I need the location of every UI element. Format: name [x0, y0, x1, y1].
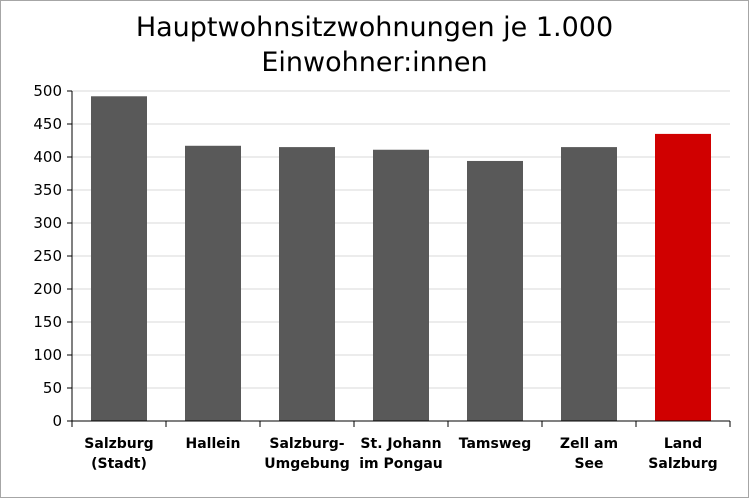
- bar-3: [373, 149, 429, 422]
- bar-5: [561, 147, 617, 421]
- chart-title-line-2: Einwohner:innen: [261, 47, 488, 78]
- y-tick-label-250: 250: [33, 247, 62, 265]
- y-tick-label-400: 400: [33, 148, 62, 166]
- y-axis-ticks: 0 50 100 150 200 250 300 350 400 450 500: [33, 82, 62, 430]
- y-tick-label-200: 200: [33, 280, 62, 298]
- y-tick-label-350: 350: [33, 181, 62, 199]
- y-tick-label-500: 500: [33, 82, 62, 100]
- y-tick-label-150: 150: [33, 313, 62, 331]
- bar-4: [467, 160, 523, 421]
- y-tick-label-450: 450: [33, 115, 62, 133]
- x-tick-label-5: Zell am See: [560, 436, 618, 472]
- x-tick-label-6: Land Salzburg: [648, 436, 717, 472]
- x-tick-label-0: Salzburg (Stadt): [84, 436, 153, 472]
- x-tick-label-2: Salzburg-Umgebung: [264, 436, 349, 472]
- x-axis-labels: Salzburg (Stadt) Hallein Salzburg-Umgebung S…: [84, 436, 717, 472]
- axes: [67, 90, 731, 427]
- bar-0: [91, 96, 147, 421]
- bar-6: [655, 133, 711, 421]
- chart-title-line-1: Hauptwohnsitzwohnungen je 1.000: [135, 12, 614, 43]
- x-tick-label-3: St. Johann im Pongau: [359, 436, 443, 472]
- bars: [91, 96, 711, 422]
- chart-title: Hauptwohnsitzwohnungen je 1.000 Einwohne…: [0, 10, 749, 80]
- y-tick-label-0: 0: [52, 412, 62, 430]
- y-tick-label-300: 300: [33, 214, 62, 232]
- bar-1: [185, 145, 241, 421]
- y-tick-label-50: 50: [43, 379, 62, 397]
- x-tick-label-1: Hallein: [185, 436, 240, 452]
- x-tick-label-4: Tamsweg: [459, 436, 532, 452]
- y-tick-label-100: 100: [33, 346, 62, 364]
- bar-2: [279, 147, 335, 421]
